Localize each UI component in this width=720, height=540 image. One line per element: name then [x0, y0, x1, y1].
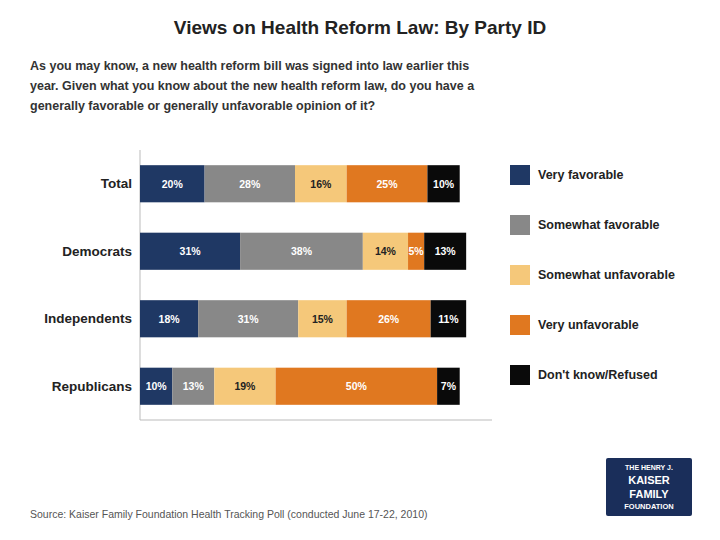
bar-segment — [140, 165, 205, 202]
bar-segment — [240, 233, 363, 270]
legend-label: Somewhat unfavorable — [538, 268, 675, 282]
legend-swatch — [510, 215, 530, 235]
data-label: 26% — [378, 313, 400, 325]
data-label: 28% — [239, 178, 261, 190]
data-label: 13% — [435, 245, 457, 257]
chart: Views on Health Reform Law: By Party ID A… — [0, 0, 720, 540]
data-labels: 20% 28% 16% 25% 10% 31% 38% 14% 5% 13% 18% 31% 15% 26… — [146, 178, 460, 393]
subtitle: year. Given what you know about the new … — [30, 79, 475, 93]
legend-swatch — [510, 315, 530, 335]
category-label: Democrats — [62, 244, 132, 259]
legend-label: Very unfavorable — [538, 318, 639, 332]
bar-segment — [214, 368, 275, 405]
bar-segment — [140, 233, 240, 270]
source-note: Source: Kaiser Family Foundation Health … — [30, 508, 427, 520]
bar-segment — [172, 368, 214, 405]
x-axis-line — [140, 420, 492, 421]
data-label: 7% — [441, 380, 457, 392]
logo-text: THE HENRY J. — [625, 464, 673, 471]
legend-label: Don't know/Refused — [538, 368, 658, 382]
data-label: 10% — [146, 380, 168, 392]
category-label: Independents — [44, 311, 132, 326]
bar-segment — [347, 165, 428, 202]
bar-segment — [437, 368, 460, 405]
data-label: 38% — [291, 245, 313, 257]
logo: THE HENRY J. KAISER FAMILY FOUNDATION — [606, 458, 692, 516]
title: Views on Health Reform Law: By Party ID — [174, 17, 546, 38]
data-label: 16% — [310, 178, 332, 190]
data-label: 14% — [375, 245, 397, 257]
data-label: 19% — [234, 380, 256, 392]
data-label: 13% — [183, 380, 205, 392]
logo-box — [606, 458, 692, 516]
bar-segment — [431, 300, 467, 337]
legend-swatch — [510, 165, 530, 185]
bar-segment — [347, 300, 431, 337]
logo-text: FAMILY — [629, 488, 669, 500]
data-label: 15% — [312, 313, 334, 325]
legend-swatch — [510, 365, 530, 385]
bar-segment — [424, 233, 466, 270]
bar-segment — [276, 368, 437, 405]
bar-segment — [408, 233, 424, 270]
logo-text: KAISER — [628, 474, 670, 486]
data-label: 25% — [377, 178, 399, 190]
data-label: 20% — [162, 178, 184, 190]
bar-segment — [198, 300, 298, 337]
data-label: 31% — [238, 313, 260, 325]
legend-label: Somewhat favorable — [538, 218, 660, 232]
data-label: 50% — [346, 380, 368, 392]
bar-segment — [363, 233, 408, 270]
legend: Very favorable Somewhat favorable Somewhat… — [510, 165, 675, 385]
bar-segment — [298, 300, 346, 337]
subtitle: generally favorable or generally unfavor… — [30, 99, 375, 113]
category-label: Total — [101, 176, 132, 191]
category-label: Republicans — [52, 379, 132, 394]
bar-segment — [427, 165, 459, 202]
bars — [140, 165, 466, 405]
legend-swatch — [510, 265, 530, 285]
data-label: 10% — [433, 178, 455, 190]
bar-segment — [295, 165, 347, 202]
data-label: 5% — [409, 245, 425, 257]
bar-segment — [140, 368, 172, 405]
bar-segment — [205, 165, 295, 202]
bar-segment — [140, 300, 198, 337]
subtitle: As you may know, a new health reform bil… — [30, 59, 469, 73]
data-label: 31% — [180, 245, 202, 257]
legend-label: Very favorable — [538, 168, 624, 182]
logo-text: FOUNDATION — [624, 502, 673, 511]
data-label: 11% — [438, 313, 459, 325]
data-label: 18% — [159, 313, 181, 325]
